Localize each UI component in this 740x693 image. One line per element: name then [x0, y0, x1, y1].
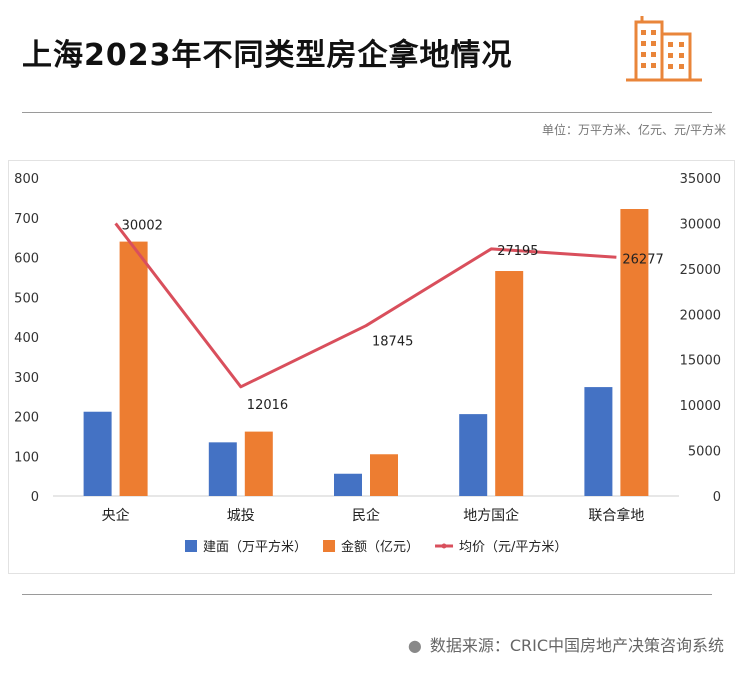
line-data-label: 18745: [372, 335, 413, 350]
bar-amount: [370, 454, 398, 496]
bullet-dot: ●: [407, 636, 422, 655]
line-data-label: 30002: [122, 218, 163, 233]
left-tick-label: 700: [14, 212, 39, 227]
category-label: 联合拿地: [588, 507, 644, 524]
left-tick-label: 600: [14, 252, 39, 267]
right-tick-label: 0: [713, 490, 721, 505]
right-tick-label: 35000: [680, 172, 721, 187]
avg-price-line: [114, 222, 617, 389]
bar-area: [584, 387, 613, 496]
category-label: 央企: [102, 507, 130, 524]
category-label: 城投: [227, 508, 255, 524]
legend-label: 均价（元/平方米）: [459, 539, 567, 555]
legend-swatch: [323, 540, 336, 552]
right-tick-label: 15000: [680, 354, 721, 369]
left-tick-label: 800: [14, 172, 39, 187]
legend-swatch: [185, 540, 197, 552]
bar-amount: [244, 431, 273, 496]
building-icon: [626, 16, 702, 82]
source-text: 数据来源：CRIC中国房地产决策咨询系统: [429, 636, 724, 655]
left-tick-label: 500: [14, 291, 39, 306]
combo-chart: 0 100 200 300 400 500 600 700 800 0 5000 10000 15000…: [14, 172, 721, 555]
left-tick-label: 400: [14, 331, 39, 346]
legend-label: 金额（亿元）: [341, 539, 419, 555]
bar-area: [83, 411, 112, 496]
line-data-label: 26277: [622, 252, 663, 267]
left-tick-label: 0: [31, 490, 39, 505]
bar-amount: [495, 271, 524, 496]
right-tick-label: 20000: [680, 308, 721, 323]
legend-line-marker: [441, 543, 447, 549]
right-tick-label: 10000: [680, 399, 721, 414]
left-tick-label: 300: [14, 371, 39, 386]
unit-note: 单位：万平方米、亿元、元/平方米: [541, 123, 726, 137]
left-tick-label: 100: [14, 450, 39, 465]
legend-label: 建面（万平方米）: [203, 539, 307, 555]
top-divider: [22, 112, 712, 113]
left-tick-label: 200: [14, 411, 39, 426]
category-label: 民企: [352, 507, 380, 524]
line-data-label: 12016: [247, 398, 288, 413]
source-note: ● 数据来源：CRIC中国房地产决策咨询系统: [408, 632, 724, 656]
bar-amount: [119, 241, 148, 496]
bar-area: [208, 442, 237, 496]
right-tick-label: 5000: [688, 445, 721, 460]
right-tick-label: 25000: [680, 263, 721, 278]
chart-frame: 0 100 200 300 400 500 600 700 800 0 5000 10000 15000…: [8, 160, 735, 574]
category-label: 地方国企: [463, 507, 519, 524]
bar-area: [459, 414, 488, 496]
bottom-divider: [22, 594, 712, 595]
bar-area: [334, 473, 362, 496]
bar-amount: [620, 209, 649, 496]
page-title: 上海2023年不同类型房企拿地情况: [22, 38, 513, 73]
right-tick-label: 30000: [680, 217, 721, 232]
line-data-label: 27195: [497, 244, 538, 259]
